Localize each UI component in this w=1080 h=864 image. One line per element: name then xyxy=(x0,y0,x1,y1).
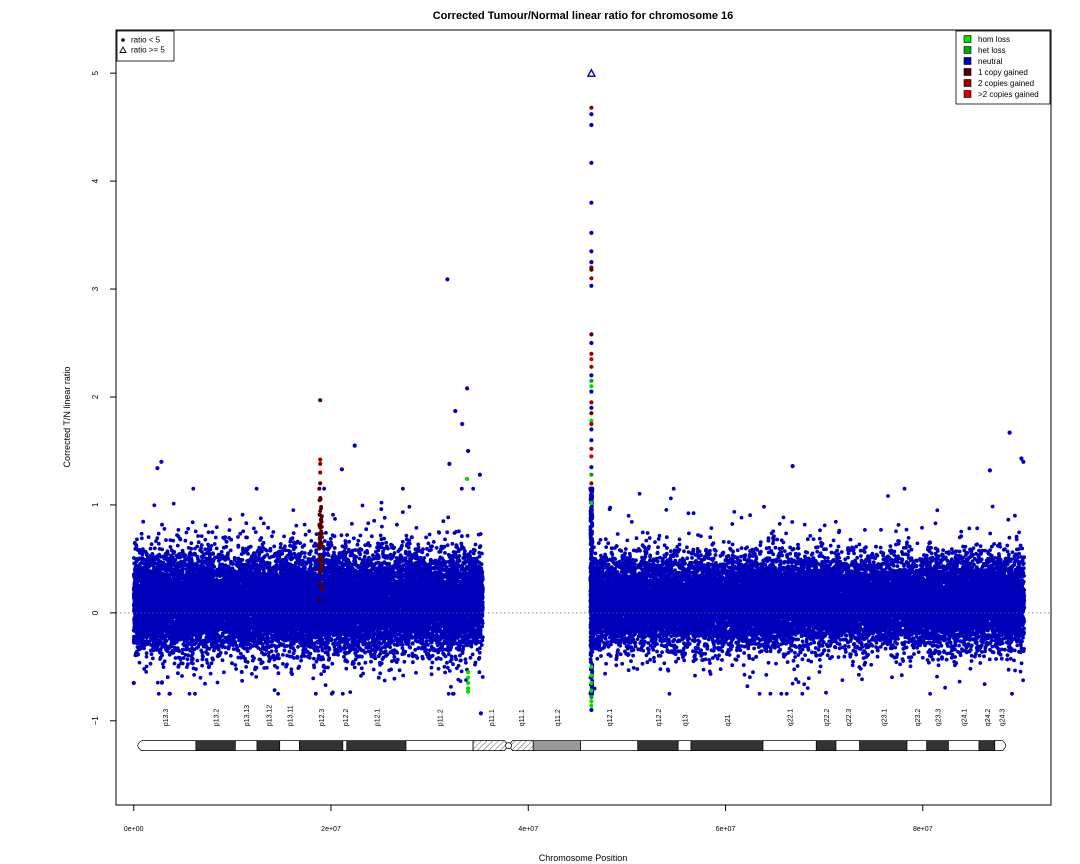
data-point xyxy=(429,672,434,677)
data-point xyxy=(424,535,428,540)
data-point xyxy=(410,641,415,646)
data-point xyxy=(146,535,151,539)
data-point xyxy=(407,653,411,658)
data-point xyxy=(428,648,432,652)
data-point xyxy=(238,531,243,536)
data-point xyxy=(364,527,369,532)
data-point xyxy=(468,655,473,660)
data-point xyxy=(190,520,195,525)
data-point xyxy=(307,529,312,533)
data-point xyxy=(319,672,324,676)
chart-title: Corrected Tumour/Normal linear ratio for… xyxy=(433,10,734,22)
data-point xyxy=(282,648,287,653)
data-point xyxy=(411,660,415,665)
data-point xyxy=(344,666,349,671)
data-point xyxy=(445,530,450,535)
data-point xyxy=(219,550,224,554)
data-point xyxy=(250,658,255,663)
data-point xyxy=(348,690,353,694)
data-point xyxy=(351,536,356,541)
data-point xyxy=(407,504,412,509)
data-point xyxy=(248,544,253,549)
data-point xyxy=(189,541,194,546)
data-point xyxy=(322,669,326,674)
density-region-neutral-0 xyxy=(131,486,485,696)
data-point xyxy=(211,657,215,662)
data-point xyxy=(401,563,406,568)
data-point xyxy=(473,542,478,547)
data-point xyxy=(162,659,167,664)
data-point xyxy=(176,528,181,532)
data-point xyxy=(380,524,384,529)
data-point xyxy=(209,661,214,666)
data-point xyxy=(382,515,387,520)
data-point xyxy=(266,525,270,530)
data-point xyxy=(291,508,296,512)
data-point xyxy=(274,649,279,653)
data-point xyxy=(333,517,337,521)
data-point xyxy=(215,680,220,685)
data-point xyxy=(281,653,285,657)
data-points-layer xyxy=(131,68,1027,716)
data-point xyxy=(196,534,201,538)
data-point xyxy=(258,516,263,521)
data-point xyxy=(359,666,364,671)
data-point xyxy=(430,660,435,665)
data-point xyxy=(230,661,234,666)
data-point xyxy=(164,538,168,542)
data-point xyxy=(441,519,446,524)
data-point xyxy=(240,678,245,683)
data-point xyxy=(148,661,153,666)
data-point xyxy=(312,665,317,670)
data-point xyxy=(252,526,256,531)
data-point xyxy=(261,521,266,526)
data-point xyxy=(137,660,142,665)
data-point xyxy=(458,679,463,683)
data-point xyxy=(144,654,149,659)
data-point xyxy=(194,667,198,671)
data-point xyxy=(281,662,285,666)
data-point xyxy=(176,671,180,676)
data-point xyxy=(152,546,157,551)
data-point xyxy=(213,535,218,540)
data-point xyxy=(199,534,204,538)
data-point xyxy=(443,537,447,542)
data-point xyxy=(459,486,464,491)
data-point xyxy=(372,518,377,523)
data-point xyxy=(302,555,307,559)
data-point xyxy=(156,531,161,536)
data-point xyxy=(376,675,381,680)
data-point xyxy=(192,673,197,677)
data-point xyxy=(203,547,208,552)
data-point xyxy=(239,669,244,674)
data-point xyxy=(429,665,434,670)
data-point xyxy=(276,691,280,696)
data-point xyxy=(266,654,271,658)
data-point xyxy=(245,649,250,654)
data-point xyxy=(339,533,344,538)
data-point xyxy=(180,674,184,678)
data-point xyxy=(165,675,170,680)
data-point xyxy=(347,539,351,544)
data-point xyxy=(363,660,368,665)
data-point xyxy=(416,542,421,547)
data-point xyxy=(200,663,205,668)
data-point xyxy=(193,529,198,534)
data-point xyxy=(240,512,245,517)
data-point xyxy=(162,527,167,531)
data-point xyxy=(477,670,482,675)
data-point xyxy=(291,651,296,656)
